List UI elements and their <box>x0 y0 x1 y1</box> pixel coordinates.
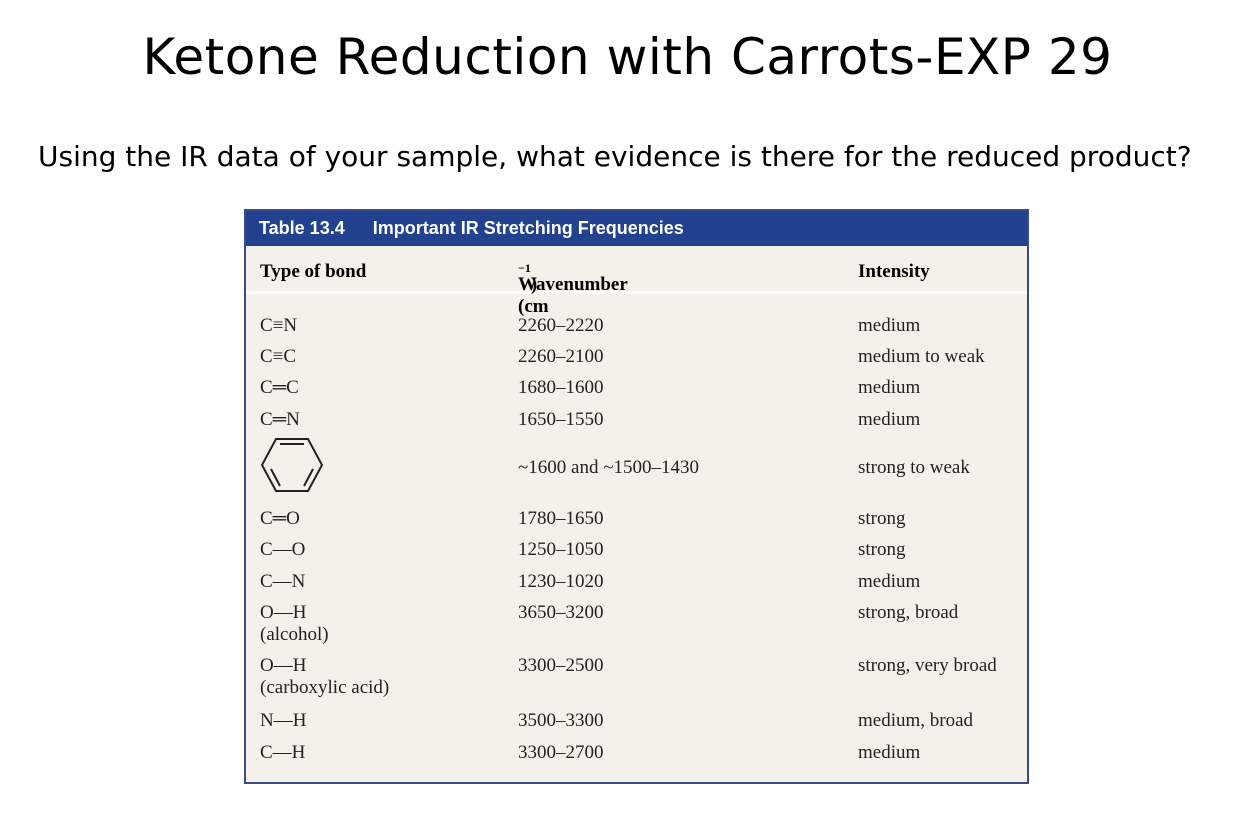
column-header-intensity: Intensity <box>858 261 930 282</box>
bond-cell: C═C <box>260 377 299 398</box>
bond-cell: C≡N <box>260 315 298 336</box>
wavenumber-cell: 3500–3300 <box>518 710 604 731</box>
wavenumber-cell: ~1600 and ~1500–1430 <box>518 457 699 478</box>
intensity-cell: medium <box>858 377 921 398</box>
wavenumber-cell: 3300–2700 <box>518 742 604 763</box>
intensity-cell: medium <box>858 742 921 763</box>
intensity-cell: medium <box>858 571 921 592</box>
table-caption: Important IR Stretching Frequencies <box>372 218 684 238</box>
wavenumber-cell: 3300–2500 <box>518 655 604 676</box>
intensity-cell: medium <box>858 409 921 430</box>
wavenumber-cell: 2260–2220 <box>518 315 604 336</box>
intensity-cell: medium <box>858 315 921 336</box>
bond-cell: O—H (carboxylic acid) <box>260 655 389 699</box>
bond-cell: O—H (alcohol) <box>260 602 329 646</box>
intensity-cell: strong, broad <box>858 602 959 623</box>
bond-cell: C—O <box>260 539 306 560</box>
intensity-cell: strong <box>858 539 906 560</box>
bond-cell: C═O <box>260 508 300 529</box>
bond-formula: O—H <box>260 602 307 623</box>
slide-title: Ketone Reduction with Carrots-EXP 29 <box>142 28 1113 86</box>
intensity-cell: strong <box>858 508 906 529</box>
bond-cell: C—N <box>260 571 306 592</box>
wavenumber-cell: 1250–1050 <box>518 539 604 560</box>
table-column-headers: Type of bond Wavenumber (cm −1) Intensity <box>246 248 1027 317</box>
wavenumber-cell: 1230–1020 <box>518 571 604 592</box>
benzene-ring-icon <box>260 438 324 492</box>
table-number: Table 13.4 <box>259 218 345 238</box>
bond-cell: C═N <box>260 409 300 430</box>
bond-cell: C—H <box>260 742 306 763</box>
bond-cell: N—H <box>260 710 307 731</box>
wavenumber-cell: 1680–1600 <box>518 377 604 398</box>
column-header-wavenumber: Wavenumber (cm −1) <box>518 261 628 317</box>
table-body: C≡N 2260–2220 medium C≡C 2260–2100 mediu… <box>246 211 1027 782</box>
wavenumber-cell: 1780–1650 <box>518 508 604 529</box>
ir-frequency-table: Table 13.4 Important IR Stretching Frequ… <box>244 209 1029 784</box>
wavenumber-cell: 3650–3200 <box>518 602 604 623</box>
column-header-bond: Type of bond <box>260 261 367 282</box>
bond-note: (carboxylic acid) <box>260 677 390 698</box>
intensity-cell: medium, broad <box>858 710 974 731</box>
intensity-cell: strong, very broad <box>858 655 997 676</box>
intensity-cell: medium to weak <box>858 346 985 367</box>
bond-formula: O—H <box>260 655 307 676</box>
slide-question: Using the IR data of your sample, what e… <box>38 140 1192 173</box>
wavenumber-cell: 1650–1550 <box>518 409 604 430</box>
bond-cell: C≡C <box>260 346 297 367</box>
table-caption-bar: Table 13.4 Important IR Stretching Frequ… <box>246 211 1027 246</box>
intensity-cell: strong to weak <box>858 457 970 478</box>
wavenumber-cell: 2260–2100 <box>518 346 604 367</box>
bond-note: (alcohol) <box>260 624 329 645</box>
